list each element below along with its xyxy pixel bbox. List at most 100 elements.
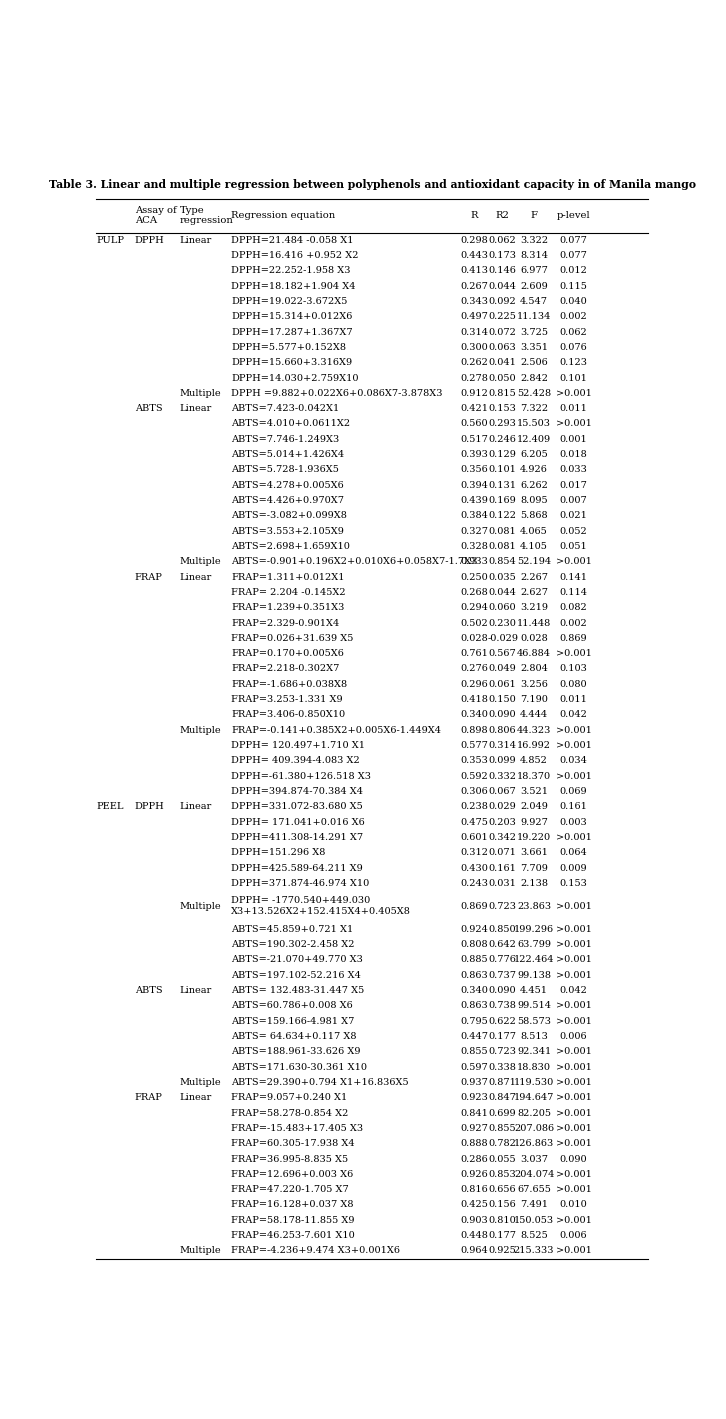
Text: 0.869: 0.869	[560, 634, 587, 643]
Text: 0.009: 0.009	[560, 864, 587, 873]
Text: DPPH=18.182+1.904 X4: DPPH=18.182+1.904 X4	[232, 281, 356, 291]
Text: 0.898: 0.898	[461, 725, 489, 735]
Text: 0.810: 0.810	[489, 1216, 516, 1225]
Text: Linear: Linear	[179, 404, 212, 413]
Text: 199.296: 199.296	[514, 925, 554, 934]
Text: 8.513: 8.513	[521, 1032, 548, 1042]
Text: 0.855: 0.855	[489, 1124, 516, 1132]
Text: 0.011: 0.011	[560, 404, 587, 413]
Text: 3.351: 3.351	[520, 343, 548, 352]
Text: 0.080: 0.080	[560, 680, 587, 688]
Text: 0.156: 0.156	[489, 1200, 516, 1209]
Text: 0.795: 0.795	[460, 1016, 489, 1026]
Text: 0.425: 0.425	[460, 1200, 489, 1209]
Text: 4.852: 4.852	[521, 756, 548, 765]
Text: 6.977: 6.977	[521, 267, 548, 275]
Text: 0.072: 0.072	[489, 328, 516, 336]
Text: 0.031: 0.031	[489, 878, 516, 888]
Text: 4.926: 4.926	[521, 465, 548, 474]
Text: 0.050: 0.050	[489, 373, 516, 383]
Text: DPPH=151.296 X8: DPPH=151.296 X8	[232, 849, 326, 857]
Text: 0.622: 0.622	[489, 1016, 516, 1026]
Text: 0.011: 0.011	[560, 695, 587, 704]
Text: FRAP=12.696+0.003 X6: FRAP=12.696+0.003 X6	[232, 1169, 354, 1179]
Text: 0.312: 0.312	[460, 849, 489, 857]
Text: 0.808: 0.808	[461, 941, 489, 949]
Text: 0.353: 0.353	[460, 756, 489, 765]
Text: >0.001: >0.001	[555, 420, 592, 429]
Text: 0.177: 0.177	[489, 1232, 517, 1240]
Text: 0.029: 0.029	[489, 802, 516, 812]
Text: Multiple: Multiple	[179, 1078, 221, 1087]
Text: 0.342: 0.342	[489, 833, 517, 841]
Text: FRAP=0.026+31.639 X5: FRAP=0.026+31.639 X5	[232, 634, 354, 643]
Text: 9.927: 9.927	[521, 817, 548, 827]
Text: 0.656: 0.656	[489, 1185, 516, 1195]
Text: FRAP=-4.236+9.474 X3+0.001X6: FRAP=-4.236+9.474 X3+0.001X6	[232, 1246, 401, 1256]
Text: 23.863: 23.863	[517, 902, 551, 911]
Text: >0.001: >0.001	[555, 1124, 592, 1132]
Text: 0.063: 0.063	[489, 343, 516, 352]
Text: ABTS=188.961-33.626 X9: ABTS=188.961-33.626 X9	[232, 1047, 361, 1056]
Text: 0.853: 0.853	[489, 1169, 516, 1179]
Text: Multiple: Multiple	[179, 725, 221, 735]
Text: ABTS=4.278+0.005X6: ABTS=4.278+0.005X6	[232, 481, 344, 490]
Text: 215.333: 215.333	[514, 1246, 555, 1256]
Text: 122.464: 122.464	[514, 955, 555, 965]
Text: 0.267: 0.267	[460, 281, 489, 291]
Text: ABTS=-0.901+0.196X2+0.010X6+0.058X7-1.7X3: ABTS=-0.901+0.196X2+0.010X6+0.058X7-1.7X…	[232, 558, 478, 566]
Text: >0.001: >0.001	[555, 1216, 592, 1225]
Text: 99.514: 99.514	[517, 1002, 551, 1010]
Text: 0.850: 0.850	[489, 925, 516, 934]
Text: 0.338: 0.338	[489, 1063, 516, 1071]
Text: 11.448: 11.448	[517, 619, 551, 627]
Text: ABTS=45.859+0.721 X1: ABTS=45.859+0.721 X1	[232, 925, 354, 934]
Text: 0.071: 0.071	[489, 849, 516, 857]
Text: ABTS=7.423-0.042X1: ABTS=7.423-0.042X1	[232, 404, 340, 413]
Text: 19.220: 19.220	[517, 833, 551, 841]
Text: 0.069: 0.069	[560, 788, 587, 796]
Text: 3.322: 3.322	[520, 236, 548, 244]
Text: 0.447: 0.447	[460, 1032, 489, 1042]
Text: 126.863: 126.863	[514, 1139, 554, 1148]
Text: 0.393: 0.393	[460, 450, 489, 460]
Text: >0.001: >0.001	[555, 558, 592, 566]
Text: >0.001: >0.001	[555, 741, 592, 751]
Text: 0.006: 0.006	[560, 1232, 587, 1240]
Text: 0.276: 0.276	[460, 664, 489, 674]
Text: -0.029: -0.029	[487, 634, 518, 643]
Text: Type
regression: Type regression	[179, 206, 234, 226]
Text: Table 3. Linear and multiple regression between polyphenols and antioxidant capa: Table 3. Linear and multiple regression …	[49, 179, 696, 190]
Text: 0.049: 0.049	[489, 664, 516, 674]
Text: 0.560: 0.560	[461, 420, 489, 429]
Text: 0.642: 0.642	[489, 941, 516, 949]
Text: 0.060: 0.060	[489, 603, 516, 612]
Text: 0.394: 0.394	[460, 481, 489, 490]
Text: 150.053: 150.053	[514, 1216, 554, 1225]
Text: 0.517: 0.517	[460, 434, 489, 444]
Text: FRAP=16.128+0.037 X8: FRAP=16.128+0.037 X8	[232, 1200, 354, 1209]
Text: ABTS=5.014+1.426X4: ABTS=5.014+1.426X4	[232, 450, 345, 460]
Text: 0.776: 0.776	[489, 955, 516, 965]
Text: 0.413: 0.413	[460, 267, 489, 275]
Text: 0.601: 0.601	[460, 833, 489, 841]
Text: >0.001: >0.001	[555, 772, 592, 780]
Text: 0.497: 0.497	[460, 312, 489, 321]
Text: ABTS=60.786+0.008 X6: ABTS=60.786+0.008 X6	[232, 1002, 353, 1010]
Text: Linear: Linear	[179, 1093, 212, 1103]
Text: ABTS=7.746-1.249X3: ABTS=7.746-1.249X3	[232, 434, 340, 444]
Text: 0.356: 0.356	[460, 465, 489, 474]
Text: 7.491: 7.491	[520, 1200, 548, 1209]
Text: 0.064: 0.064	[560, 849, 587, 857]
Text: Linear: Linear	[179, 236, 212, 244]
Text: 2.627: 2.627	[520, 587, 548, 597]
Text: >0.001: >0.001	[555, 725, 592, 735]
Text: >0.001: >0.001	[555, 833, 592, 841]
Text: 2.049: 2.049	[521, 802, 548, 812]
Text: 2.804: 2.804	[521, 664, 548, 674]
Text: 0.597: 0.597	[460, 1063, 489, 1071]
Text: 0.855: 0.855	[461, 1047, 489, 1056]
Text: FRAP=58.278-0.854 X2: FRAP=58.278-0.854 X2	[232, 1108, 348, 1118]
Text: 7.709: 7.709	[521, 864, 548, 873]
Text: 0.115: 0.115	[560, 281, 587, 291]
